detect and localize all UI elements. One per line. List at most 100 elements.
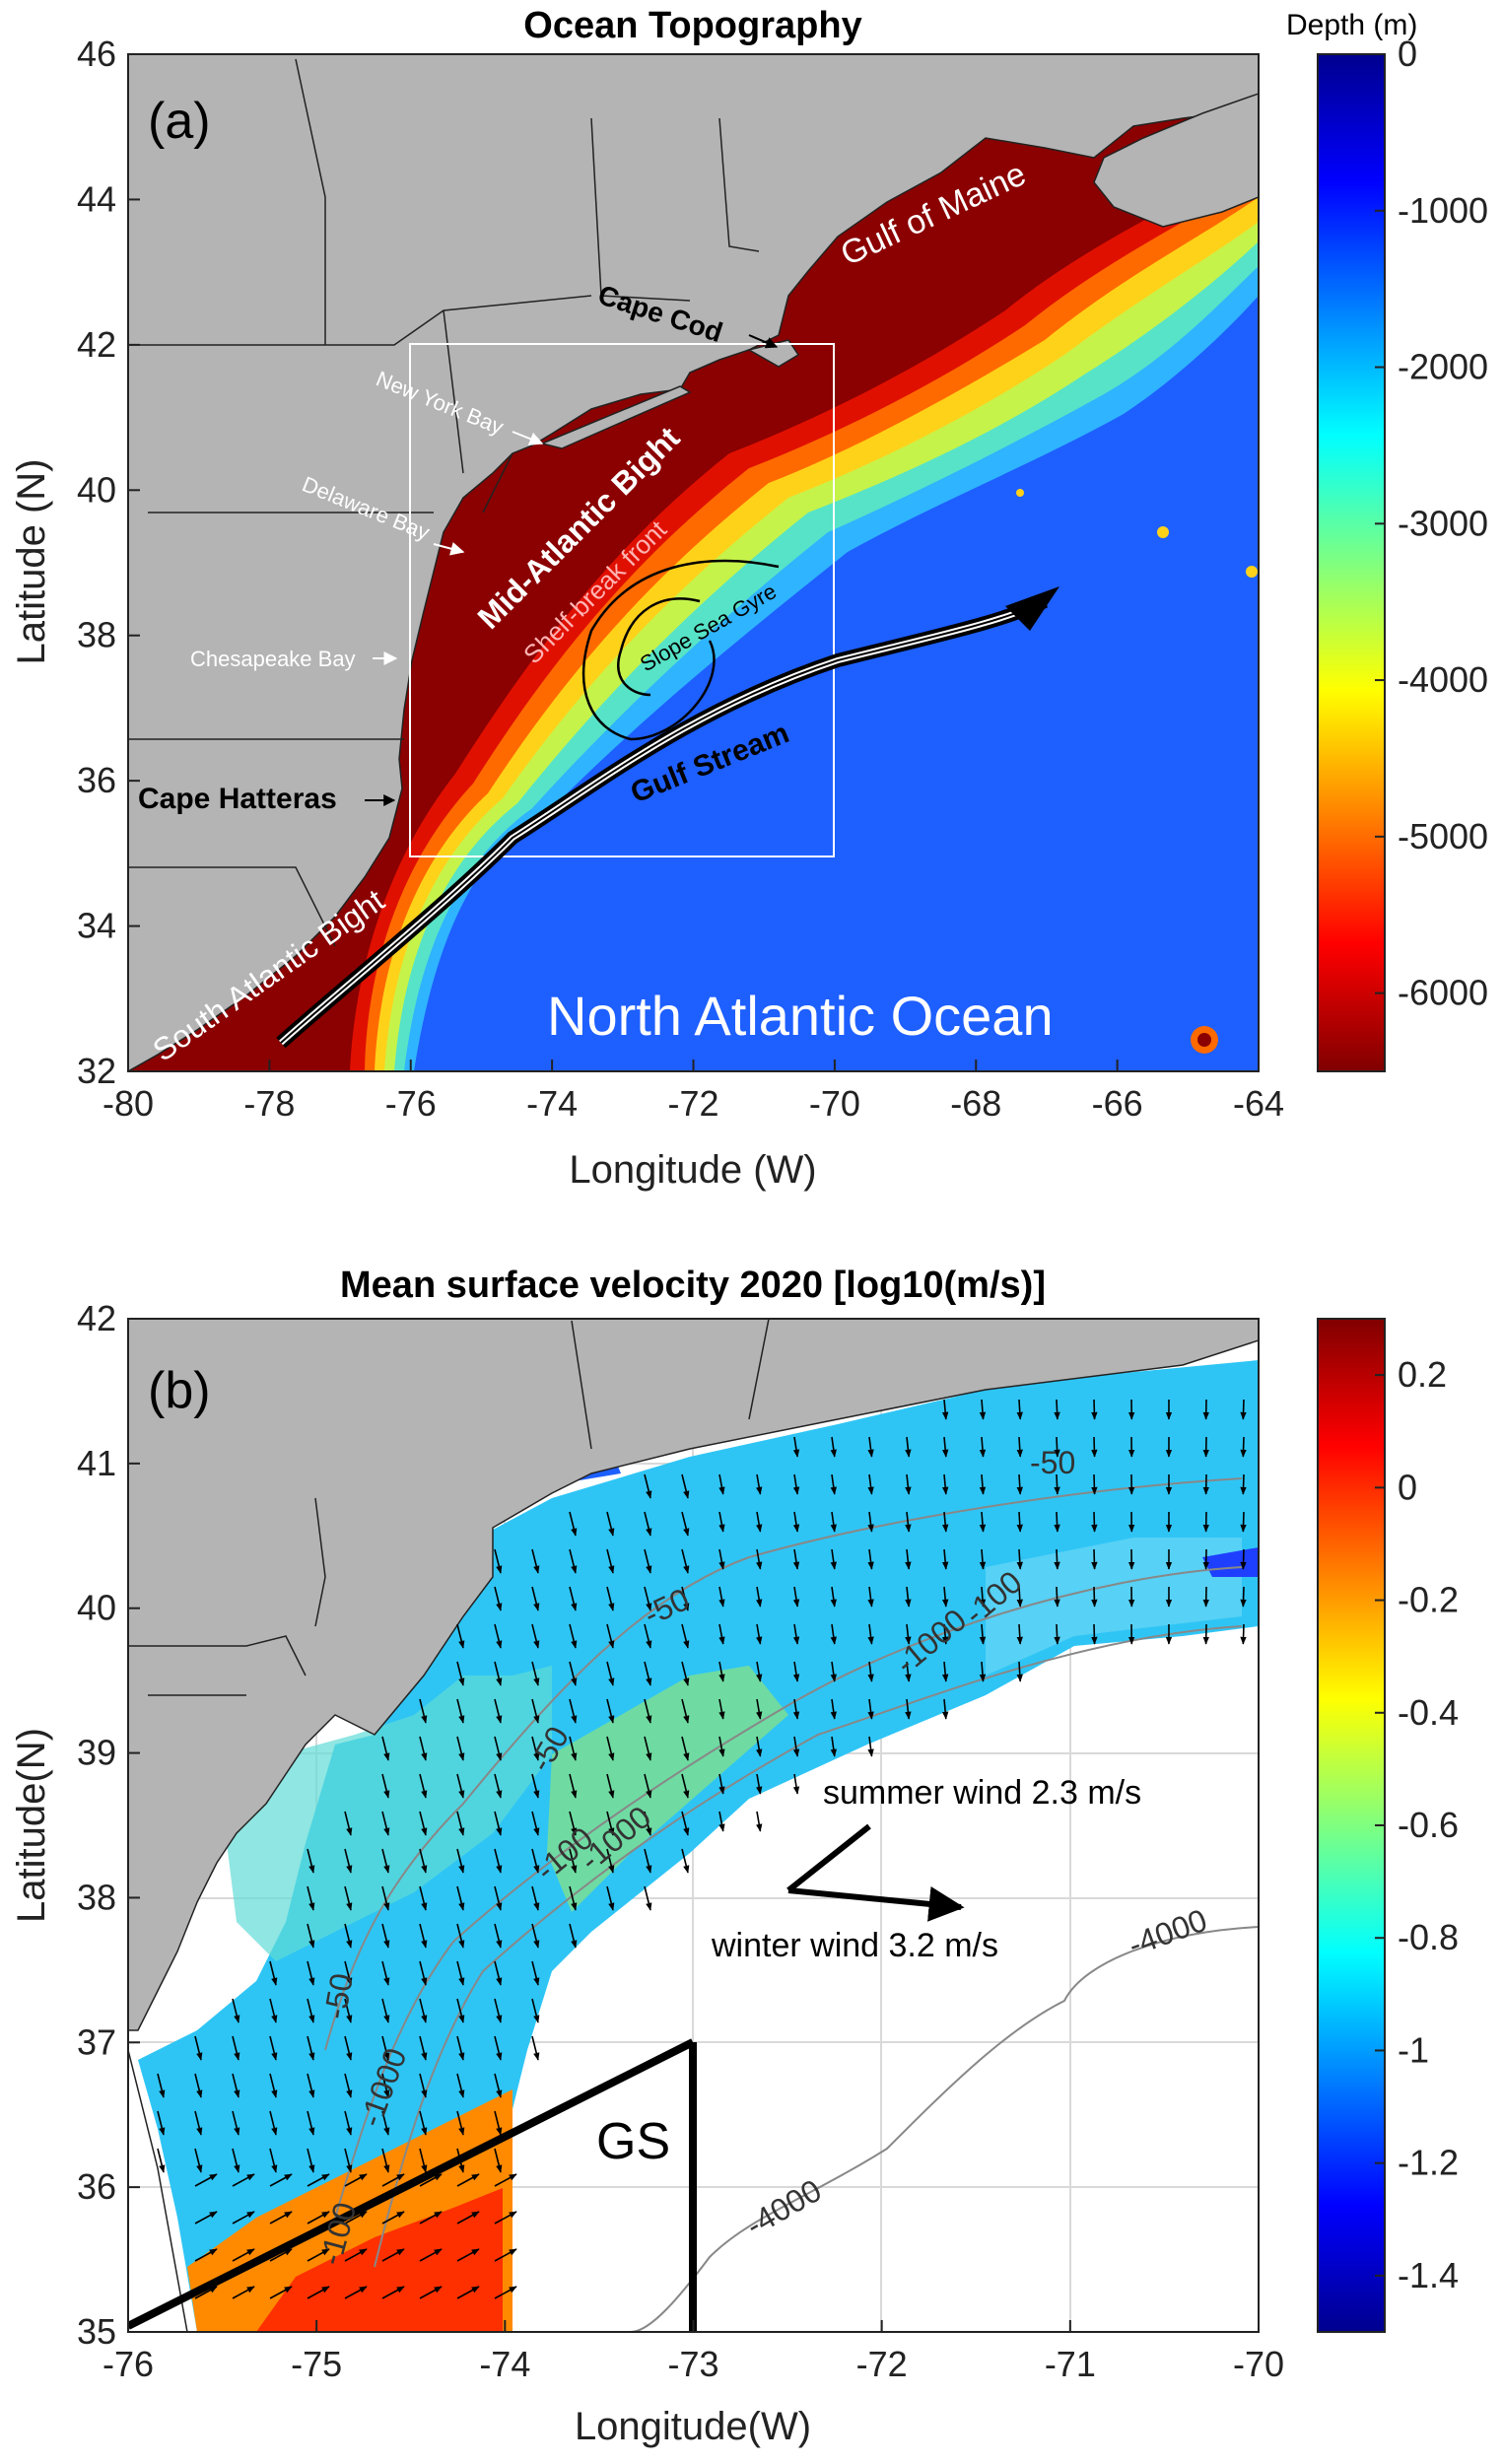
velocity-arrow (456, 1811, 465, 1836)
velocity-arrow (830, 1548, 837, 1570)
velocity-arrow (419, 2073, 428, 2098)
y-tick-label: 42 (77, 1298, 116, 1338)
velocity-arrow (531, 1923, 540, 1949)
velocity-arrow (456, 2211, 480, 2224)
velocity-arrow (307, 1885, 315, 1911)
velocity-arrow (494, 2248, 517, 2262)
velocity-arrow (344, 2173, 368, 2187)
velocity-arrow (979, 1623, 987, 1645)
velocity-arrow (456, 1773, 465, 1799)
velocity-arrow (269, 1960, 278, 1986)
velocity-arrow (569, 1511, 578, 1537)
velocity-arrow (1054, 1548, 1060, 1570)
velocity-arrow (232, 2286, 255, 2299)
velocity-arrow (157, 2110, 166, 2136)
velocity-arrow (1091, 1586, 1098, 1608)
panel-a-xlabel: Longitude (W) (569, 1148, 816, 1192)
velocity-arrow (307, 1960, 315, 1986)
velocity-arrow (867, 1586, 874, 1608)
winter-wind-vector (787, 1885, 965, 1922)
velocity-arrow (494, 1848, 503, 1874)
velocity-arrow (381, 2110, 390, 2136)
velocity-arrow (456, 1960, 465, 1986)
velocity-arrow (1054, 1436, 1060, 1458)
colorbar-tick-label: 0 (1398, 1467, 1417, 1507)
arrow-cape-cod (748, 334, 779, 349)
velocity-arrow (1054, 1511, 1060, 1533)
velocity-arrow (867, 1473, 874, 1495)
velocity-arrow (1240, 1473, 1247, 1495)
x-tick-label: -68 (950, 1083, 1001, 1124)
velocity-arrow (644, 1773, 652, 1799)
velocity-arrow (1016, 1548, 1023, 1570)
velocity-arrow (756, 1548, 763, 1570)
velocity-arrow (531, 1960, 540, 1986)
velocity-arrow (718, 1623, 725, 1645)
velocity-arrow (419, 1998, 428, 2023)
velocity-arrow (1091, 1399, 1098, 1420)
velocity-arrow (644, 1698, 652, 1724)
velocity-arrow (194, 2211, 218, 2224)
x-tick-label: -72 (856, 2344, 908, 2384)
velocity-arrow (456, 1885, 465, 1911)
y-tick-label: 44 (77, 178, 116, 219)
colorbar-tick-label: -4000 (1398, 659, 1488, 700)
velocity-arrow (419, 2286, 443, 2299)
velocity-arrow (606, 1661, 615, 1686)
velocity-arrow (381, 1998, 390, 2023)
velocity-arrow (307, 2035, 315, 2061)
velocity-arrow (269, 2110, 278, 2136)
x-tick-label: -71 (1045, 2344, 1096, 2384)
velocity-arrow (456, 2173, 480, 2187)
velocity-arrow (344, 2110, 353, 2136)
velocity-arrow (1016, 1473, 1023, 1495)
velocity-arrow (494, 1736, 503, 1761)
velocity-arrow (269, 2148, 278, 2173)
velocity-arrow (531, 1998, 540, 2023)
velocity-arrow (494, 1773, 503, 1799)
velocity-arrow (867, 1661, 874, 1682)
velocity-arrow (1016, 1586, 1023, 1608)
panel-b-xlabel: Longitude(W) (575, 2405, 811, 2448)
velocity-arrow (867, 1623, 874, 1645)
x-tick-label: -70 (1233, 2344, 1284, 2384)
velocity-arrow (456, 2035, 465, 2061)
x-tick-label: -76 (385, 1083, 437, 1124)
colorbar-a (1317, 53, 1386, 1072)
velocity-arrow (1091, 1436, 1098, 1458)
velocity-arrow (381, 2173, 405, 2187)
velocity-arrow (756, 1586, 763, 1608)
velocity-arrow (756, 1736, 763, 1757)
panel-a-y-ticks: 46 44 42 40 38 36 34 32 (77, 34, 140, 1091)
velocity-arrow (494, 2110, 503, 2136)
velocity-arrow (756, 1661, 763, 1682)
velocity-arrow (1054, 1473, 1060, 1495)
velocity-arrow (494, 2211, 517, 2224)
velocity-arrow (456, 1623, 465, 1649)
velocity-arrow (232, 1998, 240, 2023)
panel-b-x-ticks: -76 -75 -74 -73 -72 -71 -70 (102, 2320, 1284, 2384)
velocity-arrow (419, 2173, 443, 2187)
velocity-arrow (681, 1511, 690, 1537)
velocity-arrow (1054, 1586, 1060, 1608)
panel-a: Ocean Topography (10, 5, 1488, 1192)
velocity-arrow (1240, 1399, 1247, 1420)
x-tick-label: -64 (1233, 1083, 1284, 1124)
velocity-arrow (569, 1661, 578, 1686)
velocity-arrow (344, 1885, 353, 1911)
arrow-new-york-bay (512, 431, 544, 445)
velocity-arrow (531, 1698, 540, 1724)
velocity-arrow (681, 1586, 690, 1611)
velocity-arrow (569, 1698, 578, 1724)
velocity-arrow (606, 1811, 615, 1836)
y-tick-label: 32 (77, 1051, 116, 1091)
velocity-arrow (381, 1811, 390, 1836)
velocity-arrow (942, 1399, 949, 1420)
x-tick-label: -76 (102, 2344, 154, 2384)
x-tick-label: -75 (291, 2344, 342, 2384)
velocity-arrow (419, 1923, 428, 1949)
velocity-arrow (456, 2110, 465, 2136)
panel-b-y-ticks: 42 41 40 39 38 37 36 35 (77, 1298, 140, 2352)
velocity-arrow (1240, 1623, 1247, 1645)
velocity-arrow (756, 1511, 763, 1533)
